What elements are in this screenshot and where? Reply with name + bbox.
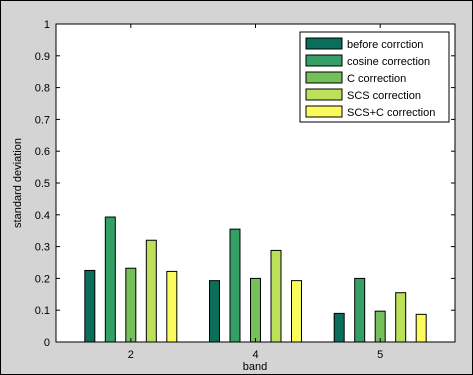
y-tick-label: 1 xyxy=(44,19,50,31)
y-tick-label: 0.1 xyxy=(35,305,50,317)
bar xyxy=(209,280,220,343)
bar xyxy=(374,310,386,343)
bar xyxy=(166,270,178,343)
y-axis-label: standard deviation xyxy=(12,138,24,228)
y-axis: 0 0.1 0.2 0.3 0.4 0.5 0.6 0.7 0.8 0.9 1 xyxy=(35,19,455,349)
legend-swatch xyxy=(305,71,343,84)
bar xyxy=(354,277,366,343)
bar xyxy=(250,277,261,343)
bar xyxy=(395,292,407,343)
y-tick-label: 0.3 xyxy=(35,242,50,254)
bar xyxy=(104,216,116,343)
legend-swatch xyxy=(305,105,343,118)
y-tick-label: 0.5 xyxy=(35,178,50,190)
bar xyxy=(291,280,302,343)
bar xyxy=(125,267,137,343)
bar xyxy=(145,239,157,343)
bar xyxy=(333,312,345,343)
bars xyxy=(84,216,427,343)
bar xyxy=(84,269,96,343)
legend-label: C correction xyxy=(347,73,406,85)
bar xyxy=(415,313,427,343)
legend-label: SCS correction xyxy=(347,90,421,102)
y-tick-label: 0.7 xyxy=(35,114,50,126)
bar xyxy=(270,249,282,343)
x-axis: 2 4 5 xyxy=(128,24,383,361)
x-tick-label: 2 xyxy=(128,349,134,361)
legend-swatch xyxy=(305,88,343,101)
legend: before corrction cosine correction C corre… xyxy=(299,31,450,123)
legend-label: SCS+C correction xyxy=(347,107,435,119)
x-tick-label: 4 xyxy=(252,349,258,361)
legend-label: before corrction xyxy=(347,39,423,51)
y-tick-label: 0.2 xyxy=(35,273,50,285)
y-tick-label: 0.9 xyxy=(35,51,50,63)
y-tick-label: 0 xyxy=(44,337,50,349)
y-tick-label: 0.6 xyxy=(35,146,50,158)
legend-label: cosine correction xyxy=(347,56,430,68)
bar xyxy=(229,228,241,343)
y-tick-label: 0.8 xyxy=(35,83,50,95)
legend-swatch xyxy=(305,54,343,67)
y-tick-label: 0.4 xyxy=(35,210,50,222)
x-axis-label: band xyxy=(243,361,267,373)
x-tick-label: 5 xyxy=(377,349,383,361)
legend-swatch xyxy=(305,37,343,50)
